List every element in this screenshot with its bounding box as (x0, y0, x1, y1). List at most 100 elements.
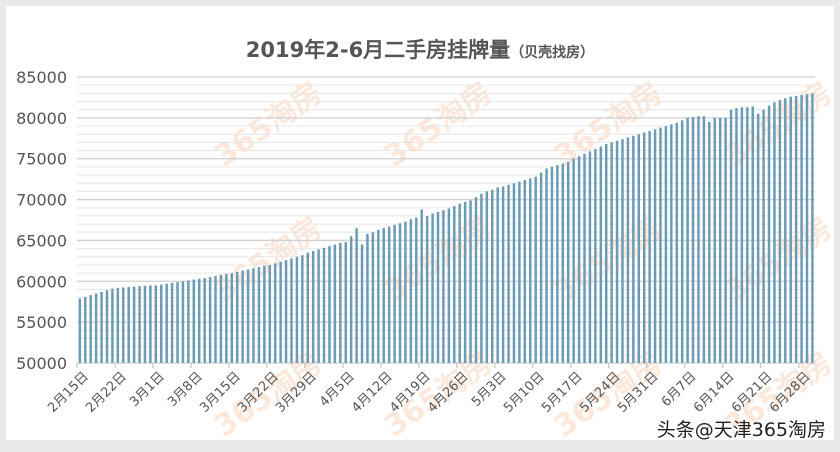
bar (328, 246, 331, 363)
bar (550, 166, 554, 363)
bar (263, 265, 266, 363)
footer-credit: 头条@天津365淘房 (656, 419, 826, 441)
bar (463, 202, 467, 363)
bar (491, 189, 494, 363)
x-tick-label: 4月19日 (387, 369, 434, 416)
title-main: 2019年2-6月二手房挂牌量 (245, 38, 511, 62)
x-tick-label: 5月31日 (615, 369, 662, 416)
bar (290, 258, 293, 363)
bar (480, 193, 483, 363)
x-tick-label: 5月10日 (501, 369, 548, 416)
bar (518, 181, 521, 363)
bar (154, 285, 158, 363)
bar (252, 268, 255, 363)
bar (284, 260, 288, 363)
bar (84, 296, 87, 363)
bar (122, 287, 125, 363)
bar (333, 244, 337, 363)
bar (127, 287, 130, 363)
y-tick-label: 75000 (16, 150, 67, 169)
bar (105, 290, 109, 363)
x-tick-label: 3月29日 (273, 369, 320, 416)
bar (800, 94, 803, 363)
y-tick-label: 85000 (16, 68, 67, 87)
bar (735, 108, 738, 364)
x-tick-label: 6月14日 (691, 369, 738, 416)
bar (637, 134, 640, 363)
bar (447, 208, 451, 363)
bar (458, 203, 461, 363)
bar (762, 109, 765, 363)
bar (371, 232, 375, 363)
bar (219, 274, 223, 363)
bar (621, 139, 624, 363)
bar (273, 263, 277, 363)
bar (577, 156, 581, 363)
bar (176, 282, 179, 363)
y-tick-label: 70000 (16, 191, 67, 210)
bar (469, 200, 472, 363)
bar (100, 291, 103, 363)
bar (181, 281, 185, 363)
x-tick-label: 3月1日 (127, 369, 168, 410)
bar (442, 210, 445, 363)
bar (116, 287, 120, 363)
bar (339, 242, 342, 363)
bar (404, 221, 407, 363)
bar (393, 224, 396, 363)
bar (572, 158, 575, 363)
bar (615, 140, 619, 363)
bar (670, 124, 673, 363)
bar (246, 269, 250, 363)
bar (708, 121, 711, 363)
bar (241, 270, 244, 363)
bar (534, 176, 537, 363)
x-tick-label: 2月15日 (45, 369, 92, 416)
y-tick-label: 65000 (16, 231, 67, 250)
bar (257, 266, 261, 363)
x-tick-label: 4月12日 (349, 369, 396, 416)
bar (170, 282, 174, 363)
bar (225, 273, 228, 363)
bar (214, 275, 217, 363)
bar (756, 113, 760, 364)
bar (659, 127, 662, 363)
bar (138, 286, 141, 363)
bar (295, 256, 299, 363)
x-tick-label: 6月28日 (767, 369, 814, 416)
bar (675, 122, 678, 363)
bar (317, 249, 320, 363)
bar (301, 255, 304, 363)
bar (322, 247, 326, 363)
bar (746, 107, 749, 363)
bar (187, 280, 190, 363)
bar (94, 293, 98, 363)
bar (360, 244, 364, 363)
bar (713, 117, 716, 363)
bar (664, 126, 668, 364)
bar (794, 95, 798, 364)
bar (268, 264, 271, 363)
y-tick-label: 60000 (16, 272, 67, 291)
bar (143, 285, 147, 363)
bar (165, 283, 168, 363)
bar (198, 278, 201, 363)
bar (561, 163, 565, 363)
bar (192, 279, 196, 363)
bar (496, 187, 499, 363)
bar (588, 151, 592, 363)
y-tick-label: 50000 (16, 354, 67, 373)
bar (556, 165, 559, 363)
bar (474, 197, 478, 363)
bar (306, 252, 309, 363)
bar (751, 106, 754, 363)
bar (523, 179, 527, 363)
bar (344, 242, 347, 363)
bar (89, 295, 92, 363)
bar (436, 211, 440, 363)
bar (355, 228, 358, 363)
bar (78, 298, 82, 363)
bar (203, 278, 206, 363)
x-tick-label: 6月21日 (729, 369, 776, 416)
